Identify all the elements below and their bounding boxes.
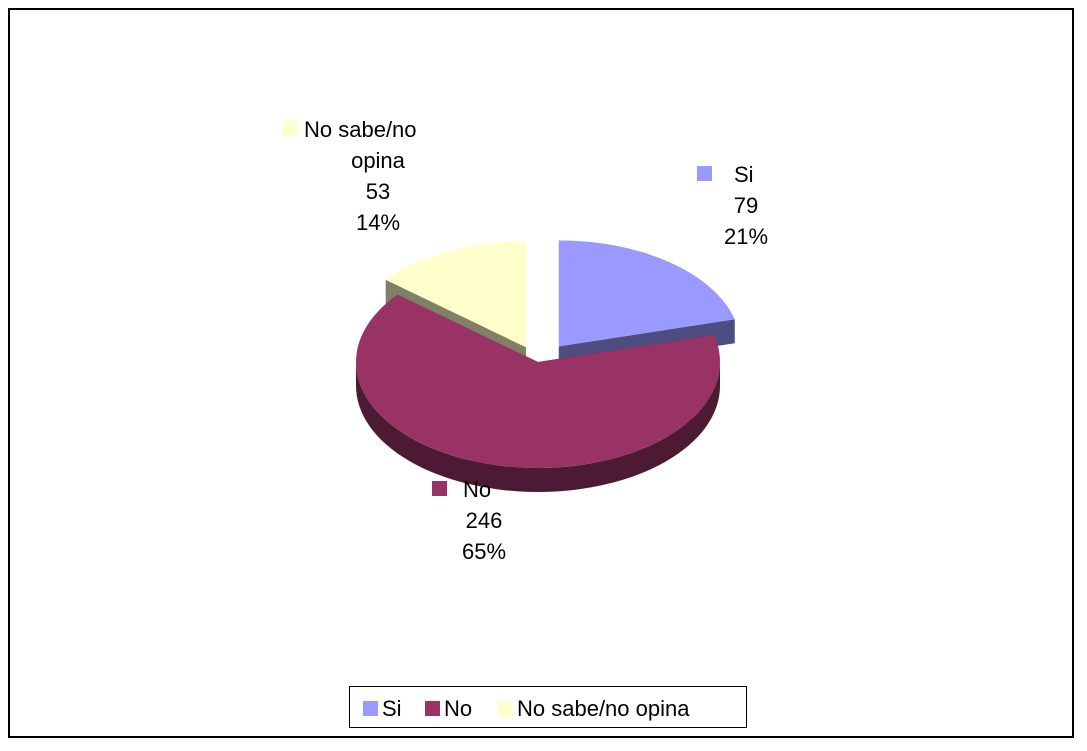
data-label-swatch xyxy=(697,166,712,181)
data-label-text: No xyxy=(463,477,491,502)
data-label-text: No sabe/no xyxy=(304,117,417,142)
legend-swatch xyxy=(425,701,440,716)
legend-label: Si xyxy=(382,696,402,721)
data-label-swatch xyxy=(432,481,447,496)
data-label-text: 53 xyxy=(366,179,390,204)
data-label-text: 65% xyxy=(462,539,506,564)
legend-swatch xyxy=(498,701,513,716)
data-label-text: 79 xyxy=(734,193,758,218)
data-label-text: Si xyxy=(734,162,754,187)
data-label-text: opina xyxy=(351,148,406,173)
legend-label: No xyxy=(444,696,472,721)
data-label-text: 14% xyxy=(356,210,400,235)
pie-slice-no-sabe-no-opina xyxy=(385,241,527,348)
pie-side-no xyxy=(356,362,720,492)
legend-label: No sabe/no opina xyxy=(517,696,690,721)
data-label-swatch xyxy=(282,121,297,136)
pie-slice-si xyxy=(558,240,735,347)
pie-slice-no xyxy=(356,294,720,468)
legend-entries: Si No No sabe/no opina xyxy=(363,696,690,721)
data-label-text: 21% xyxy=(724,224,768,249)
legend: Si No No sabe/no opina xyxy=(349,686,747,728)
data-label-text: 246 xyxy=(466,508,503,533)
legend-swatch xyxy=(363,701,378,716)
